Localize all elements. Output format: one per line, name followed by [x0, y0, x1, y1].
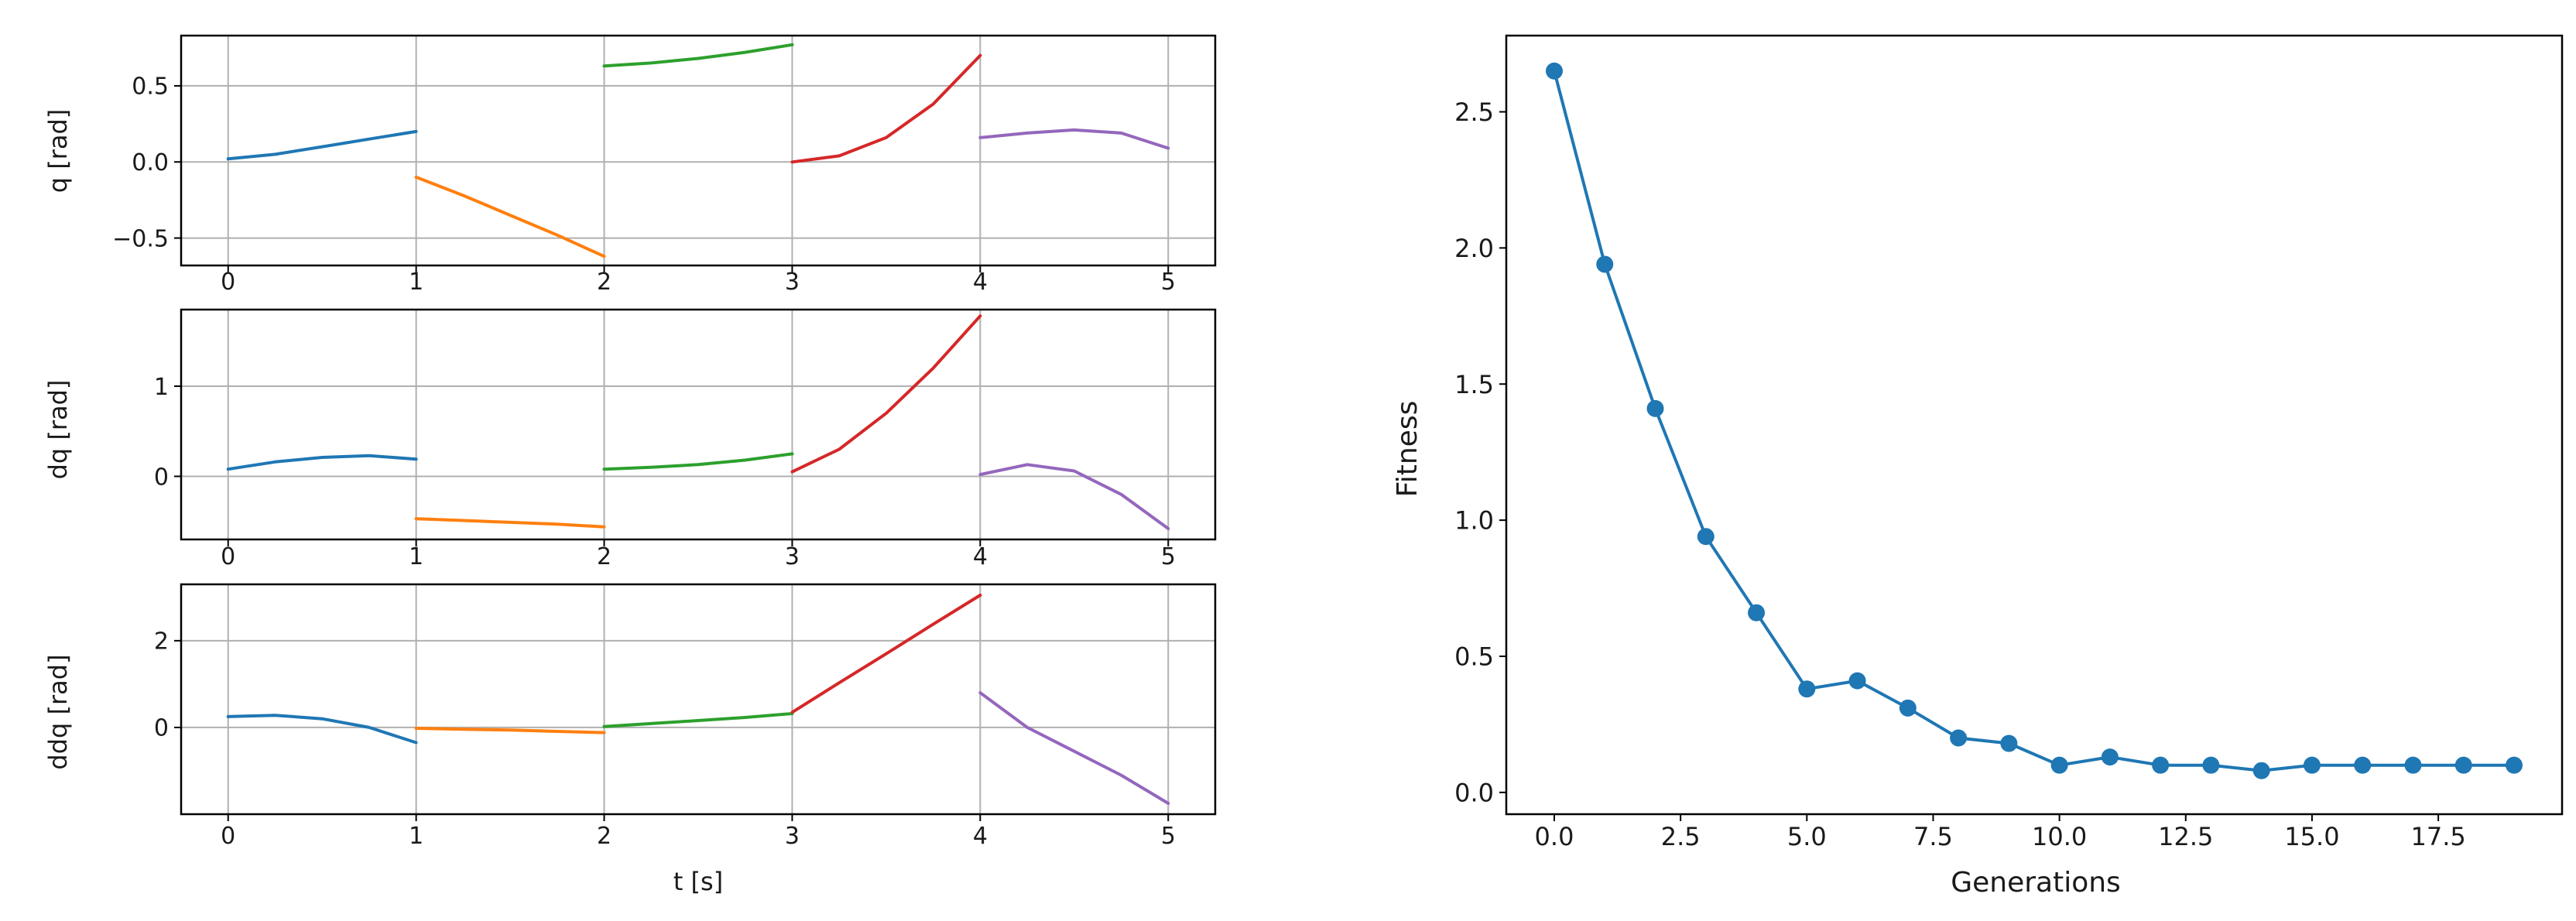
- data-point: [2252, 762, 2270, 779]
- data-point: [2101, 748, 2119, 766]
- y-tick-label: 2.5: [1454, 98, 1494, 127]
- series-line: [978, 128, 1170, 150]
- data-point: [2000, 734, 2018, 752]
- data-point: [2303, 756, 2321, 774]
- series-line: [414, 727, 606, 734]
- data-point: [1546, 62, 1563, 80]
- y-tick-label: 0.0: [132, 149, 169, 176]
- data-point: [1950, 729, 1968, 747]
- data-point: [1697, 528, 1714, 546]
- y-tick-label: 0.0: [1454, 778, 1494, 807]
- series-line: [602, 452, 794, 471]
- series-line: [978, 463, 1170, 530]
- y-tick-label: 0.5: [132, 74, 169, 101]
- axes-frame: [180, 583, 1217, 816]
- data-point: [1646, 399, 1664, 417]
- x-tick-label: 4: [973, 543, 988, 570]
- x-tick-label: 0: [221, 543, 235, 570]
- series-line: [790, 314, 982, 474]
- x-tick-label: 5.0: [1787, 822, 1827, 851]
- axes-frame: [180, 308, 1217, 541]
- series-line: [226, 714, 418, 745]
- series-line: [790, 594, 982, 714]
- y-tick-label: 0: [154, 464, 169, 491]
- data-point: [1848, 672, 1866, 690]
- y-tick-label: 2.0: [1454, 234, 1494, 263]
- panel-dq: dq [rad] 0 1 2 3 4 5 1 0: [43, 308, 1217, 570]
- y-tick-label: 1.5: [1454, 370, 1494, 399]
- x-tick-label: 0: [221, 823, 235, 850]
- x-tick-label: 4: [973, 823, 988, 850]
- data-point: [2152, 756, 2170, 774]
- xlabel-generations: Generations: [1951, 867, 2121, 899]
- panel-ddq: ddq [rad] t [s] 0 1 2 3 4 5 2 0: [43, 583, 1217, 896]
- y-tick-label: 2: [154, 628, 169, 656]
- data-point: [2506, 756, 2523, 774]
- series-line: [1553, 69, 2516, 772]
- y-tick-label: 0: [154, 715, 169, 742]
- series-line: [226, 454, 418, 471]
- x-tick-label: 17.5: [2410, 822, 2465, 851]
- x-tick-label: 12.5: [2158, 822, 2213, 851]
- panel-fitness: Fitness Generations 0.0 2.5 5.0 7.5 10.0 12.5…: [1392, 34, 2564, 899]
- series-line: [414, 175, 606, 258]
- data-point: [2050, 756, 2068, 774]
- y-tick-label: −0.5: [112, 225, 169, 252]
- data-point: [2202, 756, 2220, 774]
- data-point: [2404, 756, 2422, 774]
- panel-q: q [rad] 0 1 2 3 4 5 0.5 0.0 −0.5: [43, 34, 1217, 296]
- data-point: [1798, 680, 1816, 698]
- ylabel-q: q [rad]: [43, 109, 73, 193]
- x-tick-label: 5: [1161, 823, 1176, 850]
- x-tick-label: 5: [1161, 543, 1176, 570]
- x-tick-label: 1: [409, 823, 423, 850]
- ylabel-fitness: Fitness: [1392, 401, 1423, 498]
- x-tick-label: 2: [597, 269, 611, 296]
- series-line: [226, 129, 418, 161]
- series-line: [414, 517, 606, 529]
- x-tick-label: 10.0: [2032, 822, 2087, 851]
- x-tick-label: 1: [409, 269, 423, 296]
- ylabel-dq: dq [rad]: [43, 380, 73, 480]
- series-line: [790, 53, 982, 164]
- data-point: [1748, 604, 1766, 621]
- x-tick-label: 3: [785, 543, 800, 570]
- x-tick-label: 7.5: [1913, 822, 1953, 851]
- x-tick-label: 3: [785, 269, 800, 296]
- x-tick-label: 5: [1161, 269, 1176, 296]
- x-tick-label: 0: [221, 269, 235, 296]
- data-point: [2454, 756, 2472, 774]
- x-tick-label: 3: [785, 823, 800, 850]
- axes-frame: [1505, 34, 2564, 816]
- x-tick-label: 0.0: [1535, 822, 1574, 851]
- data-point: [2354, 756, 2372, 774]
- x-tick-label: 2: [597, 823, 611, 850]
- series-line: [602, 43, 794, 68]
- data-point: [1596, 255, 1614, 273]
- x-tick-label: 1: [409, 543, 423, 570]
- x-tick-label: 15.0: [2284, 822, 2339, 851]
- x-tick-label: 2.5: [1661, 822, 1701, 851]
- x-tick-label: 2: [597, 543, 611, 570]
- y-tick-label: 0.5: [1454, 642, 1494, 672]
- axes-frame: [180, 34, 1217, 267]
- y-tick-label: 1: [154, 374, 169, 401]
- series-line: [978, 691, 1170, 805]
- xlabel-time: t [s]: [673, 867, 723, 896]
- x-tick-label: 4: [973, 269, 988, 296]
- series-line: [602, 712, 794, 728]
- ylabel-ddq: ddq [rad]: [43, 654, 73, 769]
- y-tick-label: 1.0: [1454, 506, 1494, 536]
- data-point: [1899, 699, 1917, 717]
